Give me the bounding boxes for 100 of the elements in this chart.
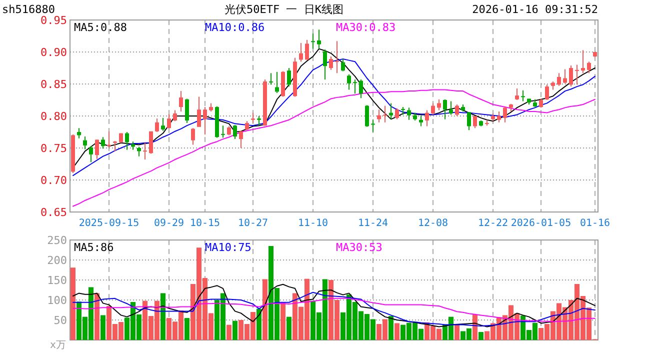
bar: [394, 323, 400, 340]
y-tick-label: 0.80: [40, 110, 67, 123]
y-tick-label: 150: [47, 274, 67, 287]
candlestick: [155, 118, 159, 132]
candlestick: [299, 42, 303, 62]
candlestick: [581, 50, 585, 74]
candlestick: [449, 100, 453, 116]
text: MA30:0.83: [336, 21, 396, 34]
candlestick: [143, 142, 147, 160]
bar: [280, 302, 286, 340]
candlestick: [275, 71, 279, 94]
x-tick-label: 01-16: [580, 218, 610, 229]
x-tick-label: 10-15: [190, 218, 220, 229]
candlestick: [203, 106, 207, 136]
candlestick: [311, 32, 315, 50]
bar: [184, 318, 190, 340]
candlestick: [503, 106, 507, 123]
bar: [160, 293, 166, 340]
candlestick: [395, 108, 399, 120]
text: 2026-01-16 09:31:52: [472, 3, 598, 16]
candlestick: [257, 116, 261, 126]
candlestick: [455, 104, 459, 116]
candlestick: [377, 109, 381, 123]
candlestick: [149, 130, 153, 154]
candlestick: [335, 40, 339, 74]
candlestick: [587, 61, 591, 74]
candlestick: [437, 98, 441, 111]
line-series: [72, 292, 596, 326]
candlestick: [383, 105, 387, 123]
candlestick: [557, 72, 561, 86]
candlestick: [563, 68, 567, 84]
candlestick: [353, 79, 357, 94]
candlestick: [251, 112, 255, 124]
candlestick: [239, 130, 243, 148]
x-tick-label: 09-29: [154, 218, 184, 229]
candlestick: [113, 140, 117, 152]
candlestick: [467, 112, 471, 131]
y-tick-label: 0.75: [40, 142, 67, 155]
bar: [286, 316, 292, 340]
line-series: [72, 284, 596, 328]
candlestick: [77, 128, 81, 139]
candlestick: [137, 146, 141, 157]
bar: [388, 316, 394, 340]
candlestick: [569, 64, 573, 88]
y-tick-label: 0.65: [40, 206, 67, 219]
candlestick: [545, 84, 549, 100]
candlestick: [269, 72, 273, 86]
candlestick: [95, 139, 99, 160]
candlestick: [347, 74, 351, 90]
candlestick: [521, 90, 525, 102]
candlestick: [167, 114, 171, 129]
candlestick: [179, 90, 183, 112]
candlestick: [161, 117, 165, 132]
bar: [472, 314, 478, 340]
candlestick: [419, 116, 423, 127]
candlestick: [305, 39, 309, 60]
bar: [232, 320, 238, 340]
y-tick-label: 200: [47, 254, 67, 267]
candlestick: [221, 125, 225, 138]
candlestick: [341, 58, 345, 72]
x-tick-label: 12-08: [418, 218, 448, 229]
candlestick: [443, 98, 447, 120]
line-series: [72, 298, 596, 322]
candlestick: [317, 29, 321, 50]
x-tick-label: 10-27: [238, 218, 268, 229]
y-tick-label: 0.95: [40, 14, 67, 27]
candlestick: [371, 119, 375, 132]
x-tick-label: 11-10: [298, 218, 328, 229]
candlestick: [575, 64, 579, 86]
candlestick: [515, 88, 519, 100]
y-tick-label: 0.85: [40, 78, 67, 91]
candlestick: [425, 110, 429, 127]
candlestick: [365, 104, 369, 128]
candlestick: [287, 68, 291, 88]
candlestick: [407, 107, 411, 120]
bar: [454, 324, 460, 340]
y-tick-label: 250: [47, 234, 67, 247]
chart-title: 光伏50ETF 一 日K线图: [224, 3, 344, 16]
bar: [100, 315, 106, 340]
x-tick-label: 12-22: [478, 218, 508, 229]
candlestick: [431, 102, 435, 116]
candlestick: [191, 128, 195, 146]
text: MA5:86: [74, 241, 114, 254]
y-axis-title: x万: [50, 340, 66, 351]
candlestick: [473, 116, 477, 129]
text: MA10:75: [205, 241, 252, 254]
candlestick: [185, 98, 189, 124]
candlestick: [173, 110, 177, 122]
y-tick-label: 50: [54, 314, 67, 327]
candlestick: [125, 132, 129, 150]
x-tick-label: 11-24: [358, 218, 388, 229]
text: MA5:0.88: [74, 21, 127, 34]
candlestick: [323, 48, 327, 80]
candlestick: [83, 136, 87, 150]
y-tick-label: 100: [47, 294, 67, 307]
candlestick: [233, 124, 237, 140]
bar: [94, 293, 100, 340]
bar: [256, 308, 262, 340]
candlestick: [389, 102, 393, 120]
text: MA30:53: [336, 241, 382, 254]
